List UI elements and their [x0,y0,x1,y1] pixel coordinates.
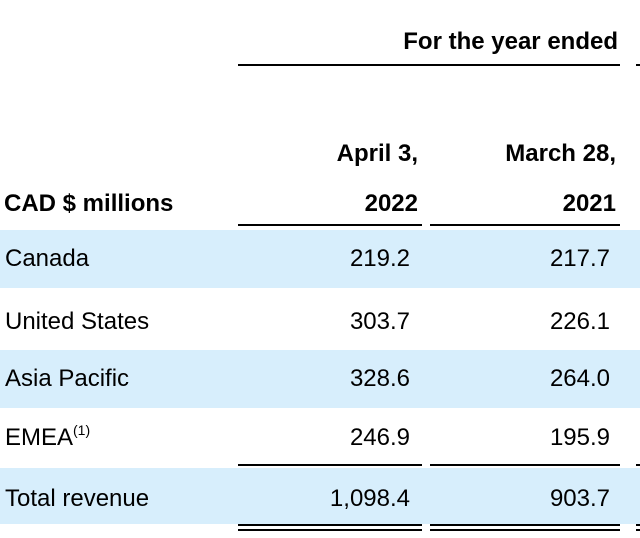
table-row-united-states: United States 303.7 226.1 [0,293,640,351]
row-label: United States [5,308,150,335]
value-2021: 226.1 [549,308,610,335]
value-2022: 328.6 [349,365,410,392]
subtotal-rule-2021 [430,464,620,466]
unit-label: CAD $ millions [4,190,174,217]
value-2022: 219.2 [349,245,410,272]
total-double-rule-2021-bottom [430,529,620,531]
table-row-asia-pacific: Asia Pacific 328.6 264.0 [0,350,640,408]
column-header-2022-underline [238,224,422,226]
period-header-rule [238,64,620,66]
total-double-rule-2022-top [238,524,422,526]
value-2021: 195.9 [549,424,610,451]
row-label: Canada [5,245,90,272]
total-double-rule-2021-top [430,524,620,526]
total-double-rule-2022-bottom [238,529,422,531]
total-double-rule-edge-top [636,524,640,526]
period-header-rule-edge [636,64,640,66]
column-header-2021-underline [430,224,620,226]
value-2022: 303.7 [349,308,410,335]
column-header-2022-line2: 2022 [364,190,418,217]
row-label: EMEA [5,424,74,451]
table-row-total-revenue: Total revenue 1,098.4 903.7 [0,468,640,524]
footnote-marker: (1) [73,422,91,438]
subtotal-rule-edge [636,464,640,466]
row-label: Total revenue [5,485,150,512]
value-2022: 1,098.4 [329,485,410,512]
value-2021: 217.7 [549,245,610,272]
subtotal-rule-2022 [238,464,422,466]
value-2021: 903.7 [549,485,610,512]
total-double-rule-edge-bottom [636,529,640,531]
column-header-2021-line1: March 28, [505,140,616,167]
column-header-2021-line2: 2021 [562,190,616,217]
column-header-2022-line1: April 3, [336,140,418,167]
table-row-canada: Canada 219.2 217.7 [0,230,640,288]
row-label-wrap: EMEA(1) [5,409,90,467]
table-row-emea: EMEA(1) 246.9 195.9 [0,409,640,467]
value-2022: 246.9 [349,424,410,451]
row-label: Asia Pacific [5,365,130,392]
period-header: For the year ended [403,28,618,55]
value-2021: 264.0 [549,365,610,392]
